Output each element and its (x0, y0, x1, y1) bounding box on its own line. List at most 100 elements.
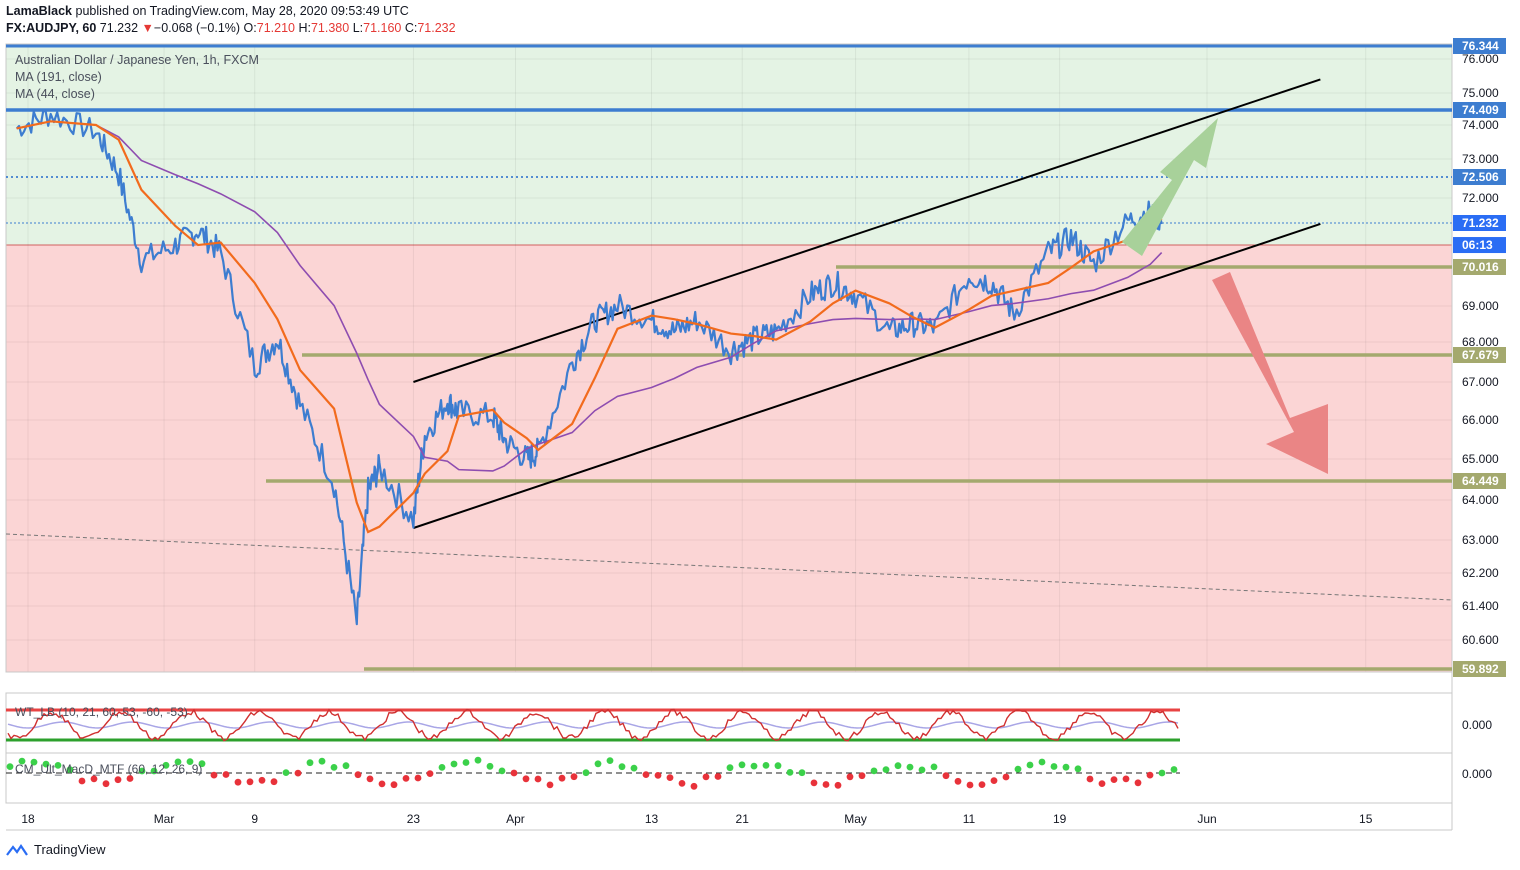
price-axis-tick: 62.200 (1462, 566, 1499, 580)
time-axis-tick: 18 (21, 812, 35, 826)
price-axis-tick: 61.400 (1462, 599, 1499, 613)
macd-dot (834, 781, 842, 789)
macd-dot (18, 757, 26, 765)
price-chart[interactable]: 76.000 75.000 74.000 73.000 72.000 69.000 68.0… (0, 0, 1520, 840)
macd-dot (942, 772, 950, 780)
macd-dot (30, 758, 38, 766)
macd-dot (702, 773, 710, 781)
macd-dot (678, 780, 686, 787)
price-label-box (1453, 169, 1506, 185)
macd-dot (378, 780, 386, 788)
macd-dot (210, 771, 218, 779)
price-label-box (1453, 102, 1506, 118)
macd-dot (6, 763, 14, 770)
macd-dot (774, 762, 782, 770)
price-change: −0.068 (−0.1%) (153, 21, 241, 35)
macd-dot (258, 776, 266, 784)
macd-dot (762, 762, 770, 769)
macd-dot (1098, 780, 1106, 787)
macd-dot (630, 764, 638, 772)
price-label: 59.892 (1462, 662, 1499, 676)
legend-title[interactable]: Australian Dollar / Japanese Yen, 1h, FX… (15, 53, 259, 67)
price-axis-tick: 66.000 (1462, 413, 1499, 427)
macd-dot (306, 759, 314, 767)
macd-dot (714, 773, 722, 780)
macd-dot (114, 776, 122, 784)
macd-dot (606, 757, 614, 764)
price-label-box (1453, 259, 1506, 275)
macd-dot (270, 778, 278, 786)
macd-dot (1014, 765, 1022, 773)
macd-dot (222, 771, 230, 778)
macd-dot (246, 778, 254, 786)
macd-dot (846, 773, 854, 781)
macd-dot (738, 761, 746, 769)
macd-dot (642, 771, 650, 778)
macd-dot (894, 762, 902, 770)
legend-ma191[interactable]: MA (191, close) (15, 70, 102, 84)
macd-dot (906, 763, 914, 771)
macd-dot (474, 756, 482, 764)
macd-dot (1074, 765, 1082, 773)
macd-dot (822, 781, 830, 788)
open-label: O: (243, 21, 257, 35)
macd-dot (1038, 758, 1046, 766)
macd-dot (90, 775, 98, 783)
macd-dot (1110, 776, 1118, 783)
macd-dot (402, 775, 410, 782)
macd-dot (882, 766, 890, 773)
macd-dot (318, 757, 326, 765)
macd-dot (54, 762, 62, 769)
symbol-label[interactable]: FX:AUDJPY, 60 (6, 21, 97, 35)
macd-dot (426, 770, 434, 777)
macd-dot (1062, 763, 1070, 771)
price-axis-tick: 73.000 (1462, 152, 1499, 166)
published-info: published on TradingView.com, May 28, 20… (75, 4, 409, 18)
legend-ma44[interactable]: MA (44, close) (15, 87, 95, 101)
price-axis-tick: 60.600 (1462, 633, 1499, 647)
indicator-zero-tick: 0.000 (1462, 718, 1492, 732)
macd-dot (510, 769, 518, 777)
footer: TradingView (6, 842, 106, 857)
macd-dot (798, 769, 806, 777)
macd-dot (858, 772, 866, 780)
macd-dot (1086, 775, 1094, 783)
macd-dot (42, 760, 50, 768)
macd-dot (1026, 761, 1034, 769)
macd-dot (1050, 763, 1058, 770)
macd-dot (1122, 775, 1130, 783)
price-label-box (1453, 38, 1506, 54)
price-axis-tick: 68.000 (1462, 335, 1499, 349)
ma44-line (16, 120, 1163, 534)
indicator-title: WT_LB (10, 21, 60, 53, -60, -53) (15, 705, 188, 719)
time-axis-tick: May (844, 812, 867, 826)
price-label: 72.506 (1462, 170, 1499, 184)
time-axis-tick: 21 (736, 812, 750, 826)
channel-lower-line (413, 223, 1321, 529)
footer-brand[interactable]: TradingView (34, 842, 106, 857)
macd-dot (126, 775, 134, 782)
macd-dot (810, 779, 818, 787)
macd-dot (954, 777, 962, 785)
macd-dot (546, 781, 554, 789)
author-name[interactable]: LamaBlack (6, 4, 73, 18)
macd-dot (786, 769, 794, 776)
macd-dot (1170, 766, 1178, 773)
wt-line (7, 708, 1179, 742)
channel-upper-line (413, 78, 1321, 383)
macd-dot (198, 760, 206, 768)
indicator-zero-tick: 0.000 (1462, 767, 1492, 781)
macd-dot (1158, 769, 1166, 777)
low-label: L: (352, 21, 364, 35)
price-axis-tick: 74.000 (1462, 118, 1499, 132)
high-label: H: (298, 21, 311, 35)
macd-dot (618, 763, 626, 771)
indicator-title: CM_Ult_MacD_MTF (60, 12, 26, 9) (15, 762, 202, 776)
macd-dot (438, 764, 446, 771)
macd-dot (750, 762, 758, 770)
macd-dot (666, 774, 674, 781)
long-term-trendline (5, 533, 1453, 601)
price-label: 74.409 (1462, 103, 1499, 117)
price-label: 67.679 (1462, 348, 1499, 362)
macd-dot (78, 777, 86, 785)
